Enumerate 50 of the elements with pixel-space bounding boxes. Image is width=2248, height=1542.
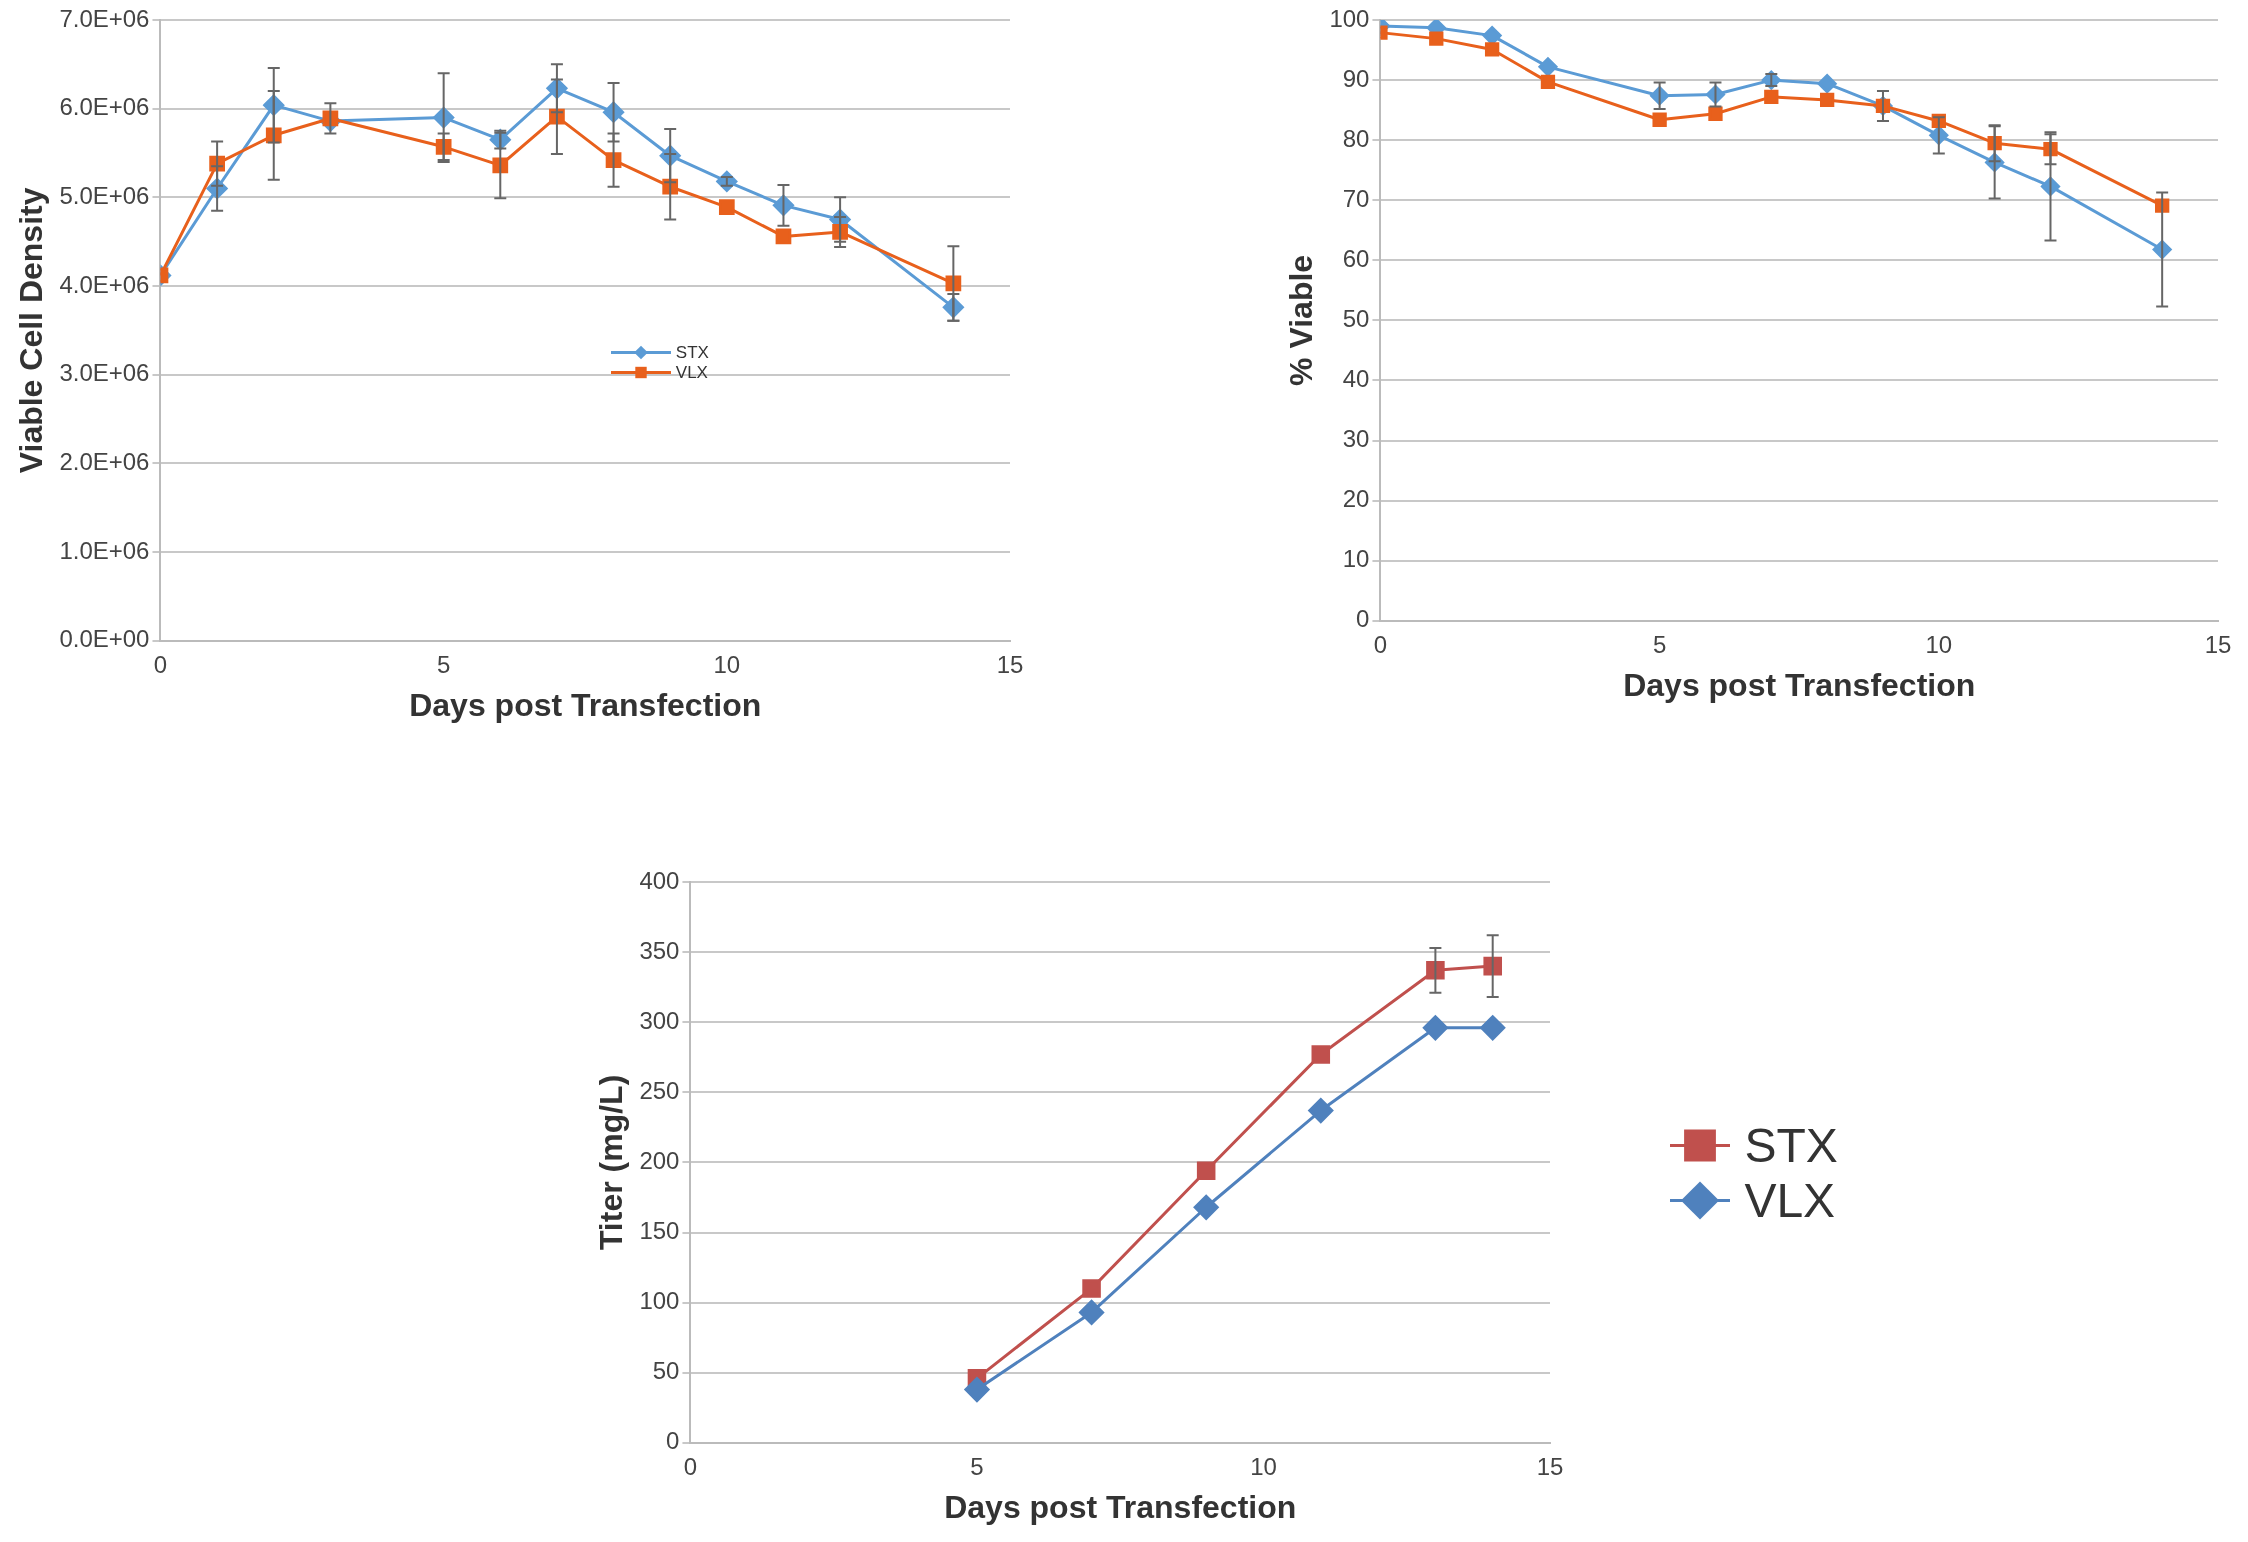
y-tick-label: 350 <box>639 936 680 964</box>
legend-label: VLX <box>675 362 708 383</box>
y-tick-label: 300 <box>639 1006 680 1034</box>
y-tick-label: 100 <box>1329 4 1370 32</box>
y-tick-label: 70 <box>1342 184 1370 212</box>
legend-label: STX <box>675 342 709 363</box>
y-tick-label: 0 <box>666 1427 680 1455</box>
y-axis-title: % Viable <box>1283 254 1320 386</box>
y-tick-label: 10 <box>1342 545 1370 573</box>
y-tick-label: 7.0E+06 <box>59 4 150 32</box>
y-tick-label: 5.0E+06 <box>59 182 150 209</box>
y-axis-title: Viable Cell Density <box>13 187 50 474</box>
y-tick-label: 400 <box>639 866 680 894</box>
y-tick-label: 60 <box>1342 244 1370 272</box>
y-tick-label: 0 <box>1356 605 1370 633</box>
x-tick-label: 0 <box>1373 630 1388 658</box>
x-tick-label: 5 <box>1652 630 1667 658</box>
y-tick-label: 1.0E+06 <box>59 536 150 564</box>
y-tick-label: 200 <box>639 1147 680 1175</box>
x-tick-label: 0 <box>683 1452 698 1480</box>
y-tick-label: 90 <box>1342 64 1370 92</box>
y-tick-label: 2.0E+06 <box>59 448 150 476</box>
x-tick-label: 15 <box>2204 630 2232 658</box>
y-tick-label: 3.0E+06 <box>59 359 150 387</box>
x-tick-label: 10 <box>1925 630 1953 658</box>
y-tick-label: 6.0E+06 <box>59 93 150 121</box>
y-tick-label: 30 <box>1342 425 1370 453</box>
y-tick-label: 80 <box>1342 124 1370 152</box>
x-axis-title: Days post Transfection <box>1623 666 1976 703</box>
y-tick-label: 20 <box>1342 485 1370 513</box>
x-tick-label: 0 <box>153 650 168 678</box>
x-tick-label: 5 <box>970 1452 984 1480</box>
y-tick-label: 40 <box>1342 365 1370 393</box>
y-tick-label: 50 <box>1342 305 1370 333</box>
y-tick-label: 4.0E+06 <box>59 270 150 298</box>
legend-label: VLX <box>1744 1172 1836 1228</box>
legend-label: STX <box>1744 1117 1838 1173</box>
y-tick-label: 250 <box>639 1076 680 1104</box>
y-tick-label: 150 <box>639 1217 680 1245</box>
y-tick-label: 100 <box>639 1287 680 1315</box>
x-tick-label: 15 <box>996 650 1024 678</box>
x-tick-label: 5 <box>436 650 451 678</box>
x-axis-title: Days post Transfection <box>409 686 762 723</box>
x-tick-label: 10 <box>713 650 741 678</box>
x-tick-label: 15 <box>1536 1452 1564 1480</box>
y-tick-label: 50 <box>652 1357 680 1385</box>
y-axis-title: Titer (mg/L) <box>593 1074 630 1251</box>
y-tick-label: 0.0E+00 <box>59 625 150 653</box>
x-tick-label: 10 <box>1250 1452 1277 1480</box>
x-axis-title: Days post Transfection <box>944 1488 1297 1525</box>
